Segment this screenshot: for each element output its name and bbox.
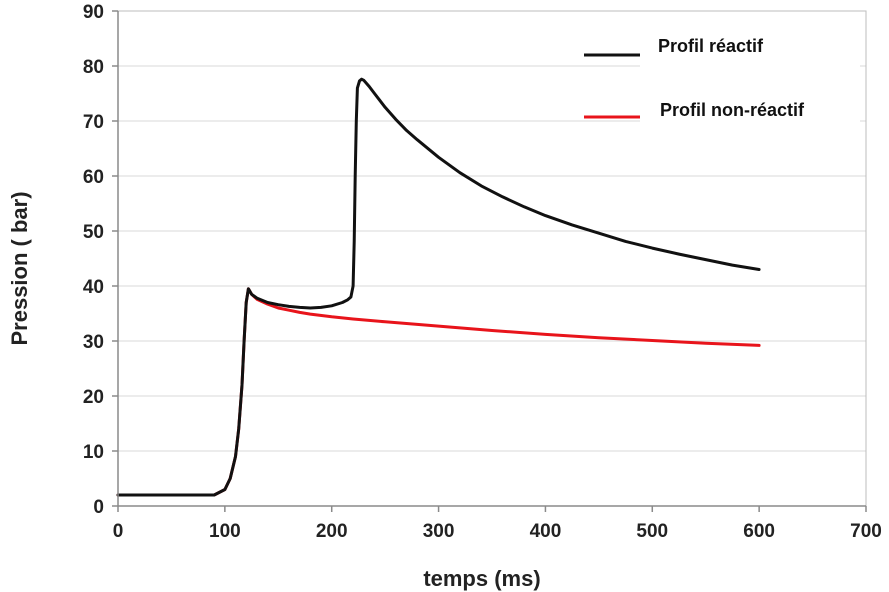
- x-tick-label-100: 100: [209, 521, 241, 542]
- x-tick-labels: 0 100 200 300 400 500 600 700: [113, 521, 882, 542]
- series-layer: [116, 77, 761, 497]
- legend-background: [640, 22, 860, 122]
- x-tick-label-400: 400: [530, 521, 562, 542]
- y-tick-label-10: 10: [83, 442, 104, 463]
- legend-label-reactive: Profil réactif: [658, 36, 764, 56]
- x-tick-label-700: 700: [850, 521, 882, 542]
- tick-marks: [112, 10, 867, 512]
- y-tick-labels: 0 10 20 30 40 50 60 70 80 90: [83, 2, 104, 518]
- legend-label-non-reactive: Profil non-réactif: [660, 100, 805, 120]
- x-tick-label-500: 500: [636, 521, 668, 542]
- y-tick-label-30: 30: [83, 332, 104, 353]
- y-tick-label-70: 70: [83, 112, 104, 133]
- x-tick-label-600: 600: [743, 521, 775, 542]
- x-tick-label-200: 200: [316, 521, 348, 542]
- y-tick-label-60: 60: [83, 167, 104, 188]
- x-tick-label-300: 300: [423, 521, 455, 542]
- y-tick-label-20: 20: [83, 387, 104, 408]
- x-axis-title: temps (ms): [423, 566, 540, 591]
- y-tick-label-50: 50: [83, 222, 104, 243]
- series-line-0: [116, 77, 761, 497]
- y-tick-label-90: 90: [83, 2, 104, 23]
- series-line-1: [116, 287, 761, 497]
- x-tick-label-0: 0: [113, 521, 124, 542]
- y-tick-label-80: 80: [83, 57, 104, 78]
- y-tick-label-40: 40: [83, 277, 104, 298]
- legend: Profil réactif Profil non-réactif: [584, 22, 860, 122]
- y-axis-title: Pression ( bar): [7, 191, 32, 345]
- y-tick-label-0: 0: [93, 497, 104, 518]
